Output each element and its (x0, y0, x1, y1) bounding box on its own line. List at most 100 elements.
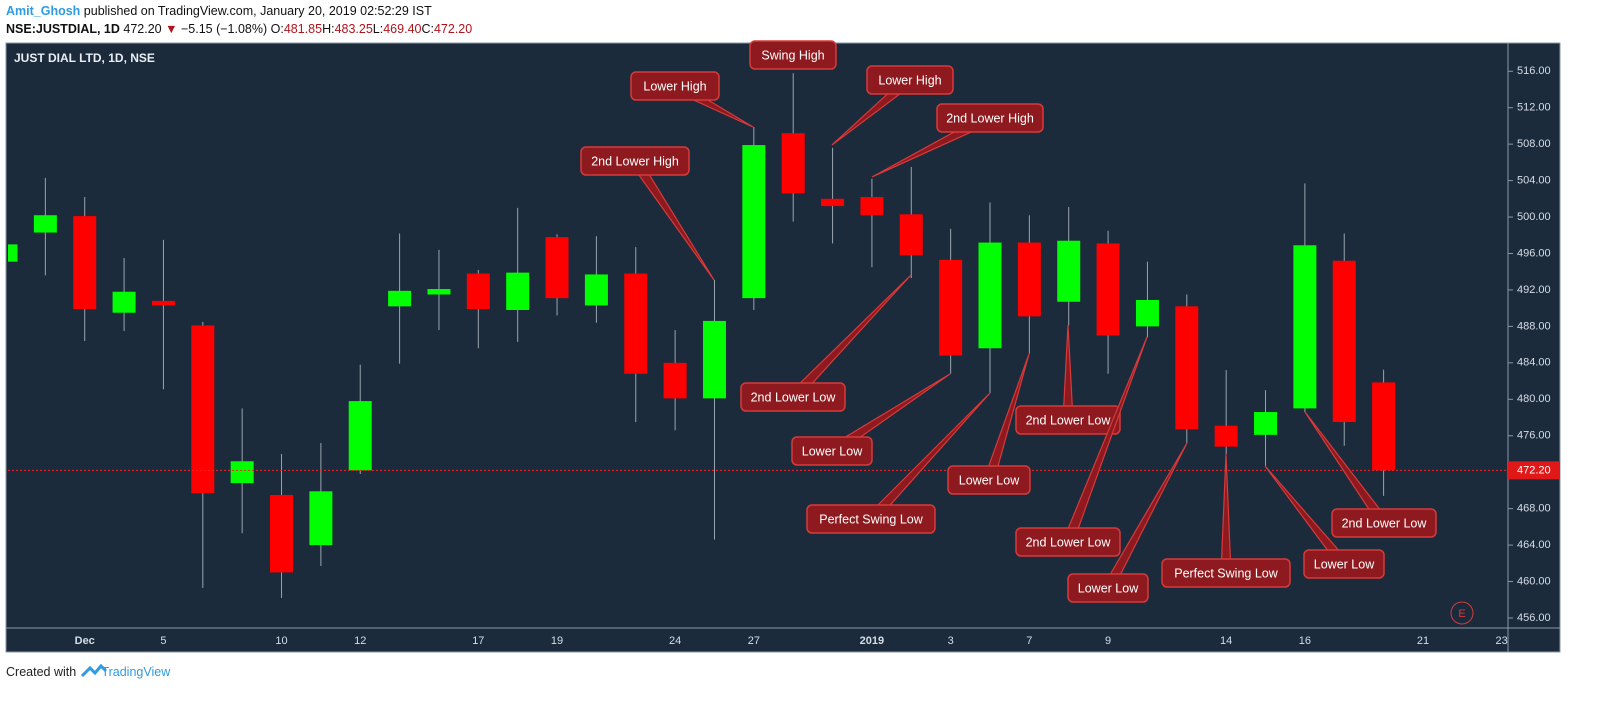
candle-body (270, 494, 294, 573)
x-tick-label: 7 (1026, 635, 1032, 647)
y-tick-label: 492.00 (1517, 284, 1551, 296)
x-tick-label: 16 (1299, 635, 1311, 647)
candle-body (191, 325, 215, 494)
candle-body (1214, 425, 1238, 447)
candle-body (1017, 242, 1041, 317)
ohlc-key: H: (322, 22, 335, 36)
x-tick-label: 3 (948, 635, 954, 647)
annotation-label: 2nd Lower Low (1026, 413, 1112, 427)
candle-body (821, 198, 845, 207)
y-tick-label: 468.00 (1517, 503, 1551, 515)
annotation-label: Swing High (761, 48, 824, 62)
annotation-label: Lower Low (959, 473, 1020, 487)
annotation-box (936, 103, 1044, 133)
annotation-box (1331, 508, 1437, 538)
ohlc-key: O: (271, 22, 284, 36)
annotation-label: Lower Low (802, 444, 863, 458)
annotation-box (749, 40, 837, 70)
annotation-label: 2nd Lower Low (1342, 516, 1428, 530)
candle-body (702, 320, 726, 399)
x-tick-label: 23 (1496, 635, 1508, 647)
y-tick-label: 488.00 (1517, 320, 1551, 332)
candle-body (624, 273, 648, 374)
y-tick-label: 504.00 (1517, 174, 1551, 186)
candle-body (1293, 245, 1317, 409)
annotation-box (1015, 527, 1121, 557)
x-tick-label: Dec (75, 635, 95, 647)
candle-body (781, 133, 805, 194)
annotation-box (791, 436, 873, 466)
candle-body (939, 259, 963, 356)
author[interactable]: Amit_Ghosh (6, 4, 80, 18)
annotation-box (630, 71, 720, 101)
candle-body (1135, 299, 1159, 327)
y-tick-label: 484.00 (1517, 357, 1551, 369)
ohlc-value: 481.85 (284, 22, 322, 36)
annotation-label: Lower High (643, 79, 706, 93)
annotation-box (806, 504, 936, 534)
annotation-box (740, 382, 846, 412)
annotation-label: 2nd Lower Low (1026, 535, 1112, 549)
footer: Created with TradingView (6, 665, 171, 679)
candle-body (742, 145, 766, 299)
candle-body (112, 291, 136, 313)
annotation-label: Lower Low (1314, 557, 1375, 571)
x-tick-label: 24 (669, 635, 681, 647)
annotation-label: 2nd Lower High (591, 154, 679, 168)
annotation-box (1067, 573, 1149, 603)
annotation-box (1015, 405, 1121, 435)
header-line: Amit_Ghosh published on TradingView.com,… (6, 4, 432, 18)
y-tick-label: 516.00 (1517, 65, 1551, 77)
annotation-label: 2nd Lower Low (751, 390, 837, 404)
y-tick-label: 512.00 (1517, 102, 1551, 114)
candle-body (584, 274, 608, 306)
candle-body (73, 216, 97, 310)
published: published on TradingView.com, January 20… (84, 4, 432, 18)
annotation-label: Lower High (878, 73, 941, 87)
candle-body (1096, 243, 1120, 336)
x-tick-label: 2019 (860, 635, 884, 647)
y-tick-label: 456.00 (1517, 612, 1551, 624)
annotation-box (947, 465, 1031, 495)
x-tick-label: 5 (160, 635, 166, 647)
x-tick-label: 10 (275, 635, 287, 647)
candle-body (978, 242, 1002, 349)
footer-brand[interactable]: TradingView (101, 665, 171, 679)
candle-body (1175, 306, 1199, 430)
ohlc-key: L: (373, 22, 383, 36)
candle-body (899, 214, 923, 256)
annotation-box (866, 65, 954, 95)
x-tick-label: 19 (551, 635, 563, 647)
footer-prefix: Created with (6, 665, 76, 679)
y-tick-label: 476.00 (1517, 430, 1551, 442)
candle-body (1057, 240, 1081, 302)
annotation-box (580, 146, 690, 176)
y-tick-label: 496.00 (1517, 247, 1551, 259)
ohlc-value: 483.25 (335, 22, 373, 36)
last: 472.20 (123, 22, 161, 36)
footer-logo (80, 663, 108, 678)
last-price-box (1508, 461, 1560, 480)
badge[interactable]: E (1458, 608, 1465, 620)
candle-body (151, 300, 175, 306)
candle-body (663, 362, 687, 399)
ohlc-value: 469.40 (383, 22, 421, 36)
x-tick-label: 21 (1417, 635, 1429, 647)
candle-body (427, 289, 451, 295)
annotation-box (1161, 558, 1291, 588)
badge-circle (1450, 601, 1474, 625)
candle-body (506, 272, 530, 310)
symbol: NSE:JUSTDIAL, 1D (6, 22, 120, 36)
candle-body (388, 290, 412, 307)
plot (8, 73, 1396, 598)
candle-body (1254, 412, 1278, 435)
y-tick-label: 464.00 (1517, 539, 1551, 551)
annotation-label: Lower Low (1078, 581, 1139, 595)
x-tick-label: 14 (1220, 635, 1232, 647)
x-tick-label: 9 (1105, 635, 1111, 647)
candle-body (230, 461, 254, 484)
ohlc-key: C: (421, 22, 434, 36)
chart-title: JUST DIAL LTD, 1D, NSE (14, 51, 155, 65)
candle-body (1372, 382, 1396, 471)
